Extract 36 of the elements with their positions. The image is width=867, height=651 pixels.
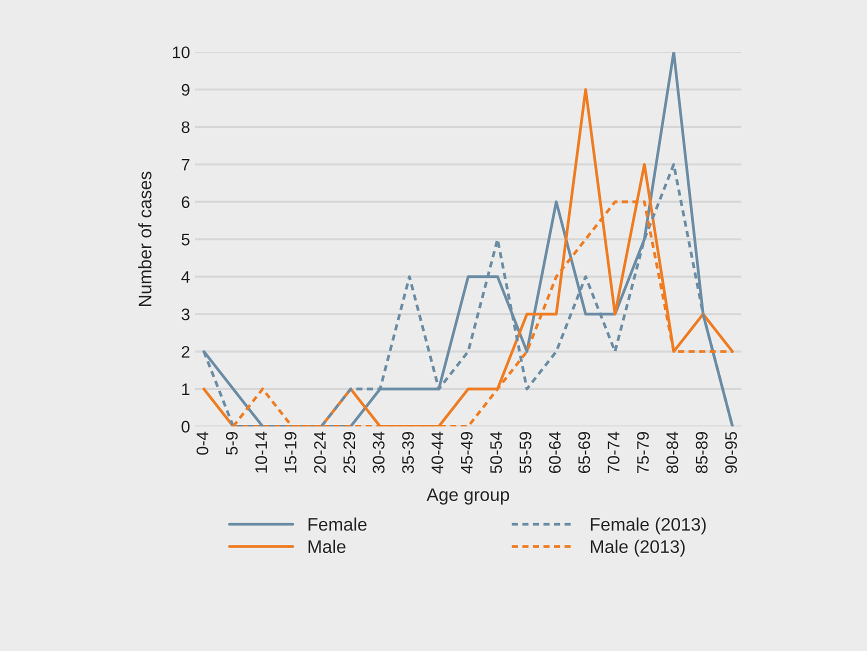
x-tick-label: 90-95 [725, 432, 737, 474]
x-tick-label: 0-4 [196, 432, 208, 455]
x-axis-title: Age group [426, 488, 510, 505]
legend-label: Female (2013) [590, 518, 706, 534]
x-tick-label: 70-74 [608, 432, 620, 474]
x-tick-label: 40-44 [431, 432, 444, 474]
x-tick-label: 50-54 [490, 432, 502, 474]
x-tick-label: 5-9 [226, 432, 238, 455]
y-tick-label: 8 [182, 121, 190, 134]
legend-label: Female [308, 518, 367, 531]
x-tick-label: 35-39 [402, 432, 414, 474]
legend-label: Male [308, 540, 346, 554]
y-tick-label: 0 [182, 420, 190, 433]
y-tick-label: 7 [182, 158, 190, 170]
x-tick-label: 80-84 [666, 432, 678, 474]
y-tick-label: 2 [182, 346, 190, 358]
y-tick-label: 9 [182, 84, 190, 96]
y-axis-title: Number of cases [138, 172, 152, 306]
y-tick-label: 6 [182, 196, 190, 208]
y-tick-label: 5 [182, 234, 190, 246]
x-tick-label: 75-79 [637, 432, 649, 474]
x-tick-label: 25-29 [343, 432, 356, 474]
x-tick-label: 65-69 [578, 432, 590, 474]
x-tick-label: 10-14 [255, 432, 268, 473]
x-tick-label: 85-89 [696, 432, 708, 474]
y-tick-label: 3 [182, 308, 190, 320]
x-tick-label: 60-64 [548, 432, 561, 474]
legend-label: Male (2013) [590, 540, 685, 557]
x-tick-label: 15-19 [284, 432, 296, 473]
x-tick-label: 45-49 [460, 432, 473, 474]
y-tick-label: 10 [172, 46, 190, 58]
y-tick-label: 4 [181, 271, 190, 283]
x-tick-label: 55-59 [520, 432, 532, 474]
y-tick-label: 1 [182, 384, 190, 396]
x-tick-label: 20-24 [314, 432, 326, 474]
x-tick-label: 30-34 [372, 432, 385, 474]
